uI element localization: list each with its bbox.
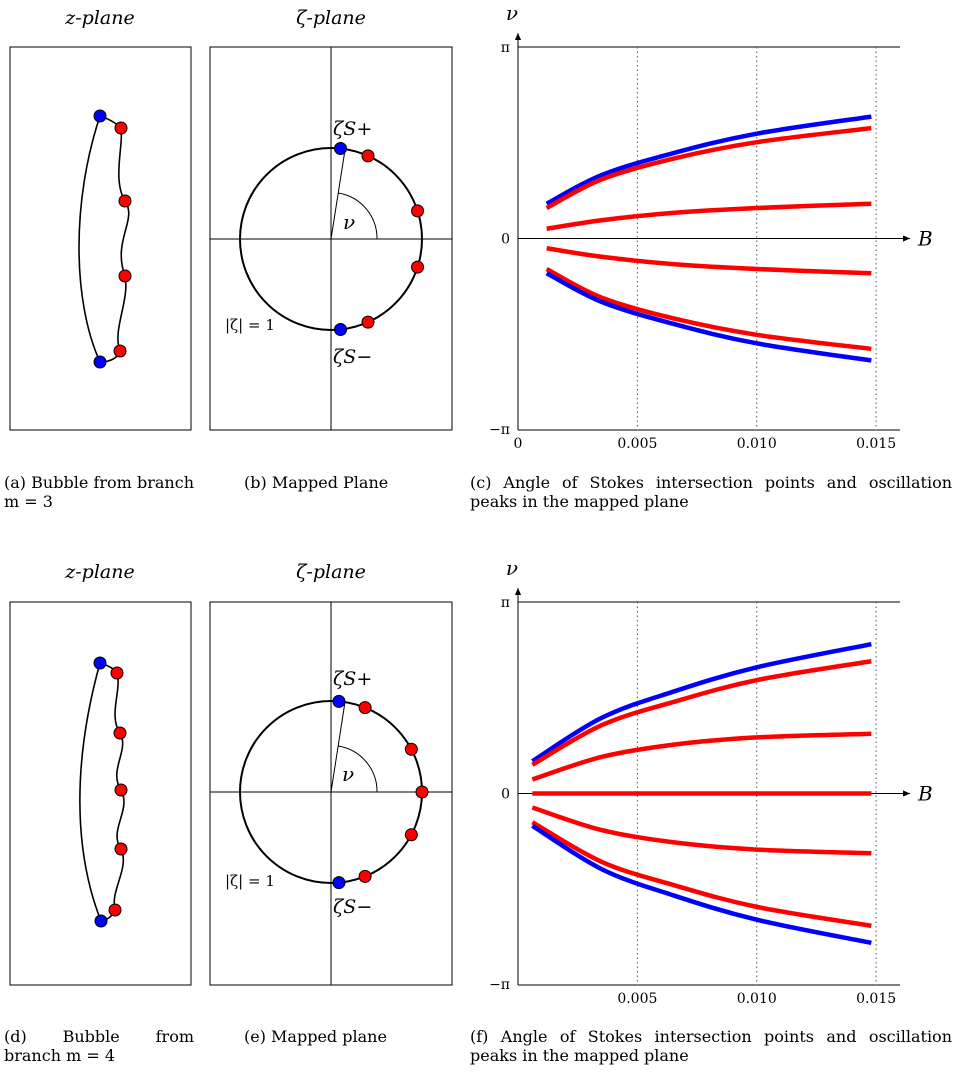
series-line-red (531, 820, 872, 929)
y-tick-label: 0 (501, 232, 510, 248)
bubble-point-red (113, 344, 127, 358)
y-tick-label: π (501, 595, 510, 611)
x-tick-label: 0.005 (617, 436, 657, 452)
unit-circle-top (239, 147, 423, 331)
angle-ray-bottom (330, 701, 346, 793)
y-axis-label: ν (506, 556, 518, 580)
zeta-lower-label-bottom: ζS− (333, 896, 372, 918)
bubble-point-blue (93, 109, 107, 123)
zeta-plane-title-bottom: ζ-plane (296, 561, 366, 583)
caption-a: (a) Bubble from branch m = 3 (4, 473, 194, 511)
bubble-point-blue (93, 355, 107, 369)
x-tick-label: 0 (514, 436, 523, 452)
series-line-red (545, 125, 872, 211)
x-tick-label: 0.005 (617, 991, 657, 1007)
bubble-outer-left-top (78, 115, 101, 363)
x-tick-label: 0.015 (856, 436, 896, 452)
caption-d: (d) Bubble from branch m = 4 (4, 1027, 194, 1065)
x-axis-label: B (917, 782, 933, 806)
series-line-blue (545, 114, 872, 206)
bubble-right-wavy-top (99, 115, 130, 363)
x-axis-label: B (917, 227, 933, 251)
bubble-point-red (118, 194, 132, 208)
bubble-point-red (110, 666, 124, 680)
x-tick-label: 0.010 (737, 991, 777, 1007)
zeta-plane-title-top: ζ-plane (296, 7, 366, 29)
zeta-point-blue (334, 141, 348, 155)
bubble-point-red (114, 121, 128, 135)
zeta-points-top (334, 141, 425, 337)
zeta-upper-label-top: ζS+ (333, 118, 372, 140)
bubble-point-red (108, 903, 122, 917)
zeta-point-blue (334, 323, 348, 337)
zeta-point-red (361, 149, 375, 163)
bubble-point-red (118, 269, 132, 283)
series-line-red (546, 246, 872, 276)
z-plane-frame-top (9, 46, 192, 431)
zeta-point-red (404, 742, 418, 756)
y-axis-label: ν (506, 1, 518, 25)
bubble-point-blue (93, 656, 107, 670)
series-line-blue (531, 823, 872, 946)
zeta-point-red (411, 204, 425, 218)
bubble-point-blue (94, 914, 108, 928)
z-plane-title-top: z-plane (64, 7, 134, 29)
x-tick-label: 0.010 (737, 436, 777, 452)
angle-label-bottom: ν (342, 762, 354, 786)
caption-e: (e) Mapped plane (244, 1027, 387, 1046)
angle-label-top: ν (343, 210, 355, 234)
z-plane-title-bottom: z-plane (64, 561, 134, 583)
zeta-point-red (411, 260, 425, 274)
zeta-point-red (358, 701, 372, 715)
z-plane-frame-bottom (9, 601, 192, 986)
unit-circle-label-top: |ζ| = 1 (225, 316, 275, 334)
stokes-angle-chart-bottom: ν Bπ 0 −π 0.005 0.010 0.015 (489, 556, 933, 1007)
series-line-blue (531, 641, 872, 764)
angle-arc-top (337, 192, 378, 240)
zeta-point-blue (332, 694, 346, 708)
zeta-point-blue (332, 876, 346, 890)
y-tick-label: π (501, 40, 510, 56)
zeta-point-red (358, 869, 372, 883)
bubble-point-red (114, 783, 128, 797)
caption-f: (f) Angle of Stokes intersection points … (470, 1027, 952, 1065)
zeta-upper-label-bottom: ζS+ (333, 668, 372, 690)
series-line-blue (545, 271, 872, 363)
zeta-points-bottom (332, 694, 429, 890)
y-tick-label: −π (489, 422, 510, 438)
bubble-point-red (113, 726, 127, 740)
unit-circle-label-bottom: |ζ| = 1 (225, 872, 275, 890)
y-tick-label: 0 (501, 787, 510, 803)
series-line-red (546, 201, 872, 231)
series-line-red (531, 731, 872, 782)
zeta-point-red (361, 315, 375, 329)
angle-arc-bottom (337, 745, 378, 793)
caption-b: (b) Mapped Plane (244, 473, 389, 492)
angle-ray-top (330, 149, 346, 240)
series-line-red (531, 805, 872, 856)
series-line-red (531, 658, 872, 767)
bubble-point-red (114, 842, 128, 856)
y-tick-label: −π (489, 977, 510, 993)
zeta-point-red (404, 828, 418, 842)
zeta-point-red (415, 785, 429, 799)
x-tick-label: 0.015 (856, 991, 896, 1007)
bubble-outer-left-bottom (79, 662, 102, 922)
series-line-red (545, 266, 872, 352)
caption-c: (c) Angle of Stokes intersection points … (470, 473, 952, 511)
zeta-lower-label-top: ζS− (333, 346, 372, 368)
